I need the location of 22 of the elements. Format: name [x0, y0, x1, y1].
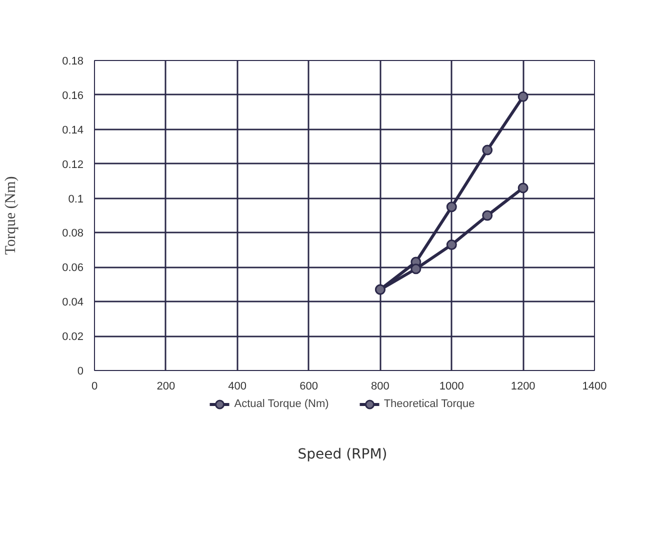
y-tick-label: 0.12 [62, 158, 84, 171]
y-tick-label: 0 [77, 366, 84, 378]
x-tick-label: 0 [91, 380, 98, 392]
y-tick-label: 0.06 [62, 262, 84, 274]
y-tick-label: 0.16 [62, 90, 84, 102]
x-tick-label: 1400 [582, 380, 607, 392]
y-axis-title: Torque (Nm) [3, 176, 20, 255]
y-tick-label: 0.1 [68, 193, 84, 206]
x-tick-label: 400 [228, 380, 247, 392]
x-tick-label: 200 [156, 380, 176, 392]
y-tick-label: 0.14 [62, 124, 84, 136]
x-tick-label: 1000 [439, 380, 464, 392]
x-tick-label: 600 [300, 380, 318, 392]
x-tick-label: 1200 [510, 380, 536, 392]
x-axis-title: Speed (RPM) [298, 446, 388, 462]
legend-label: Theoretical Torque [384, 398, 475, 410]
legend-label: Actual Torque (Nm) [234, 398, 329, 410]
y-tick-label: 0.04 [62, 296, 84, 309]
y-tick-label: 0.08 [62, 228, 84, 240]
y-tick-label: 0.18 [62, 56, 84, 68]
x-tick-label: 800 [371, 380, 390, 392]
y-tick-label: 0.02 [62, 331, 84, 344]
